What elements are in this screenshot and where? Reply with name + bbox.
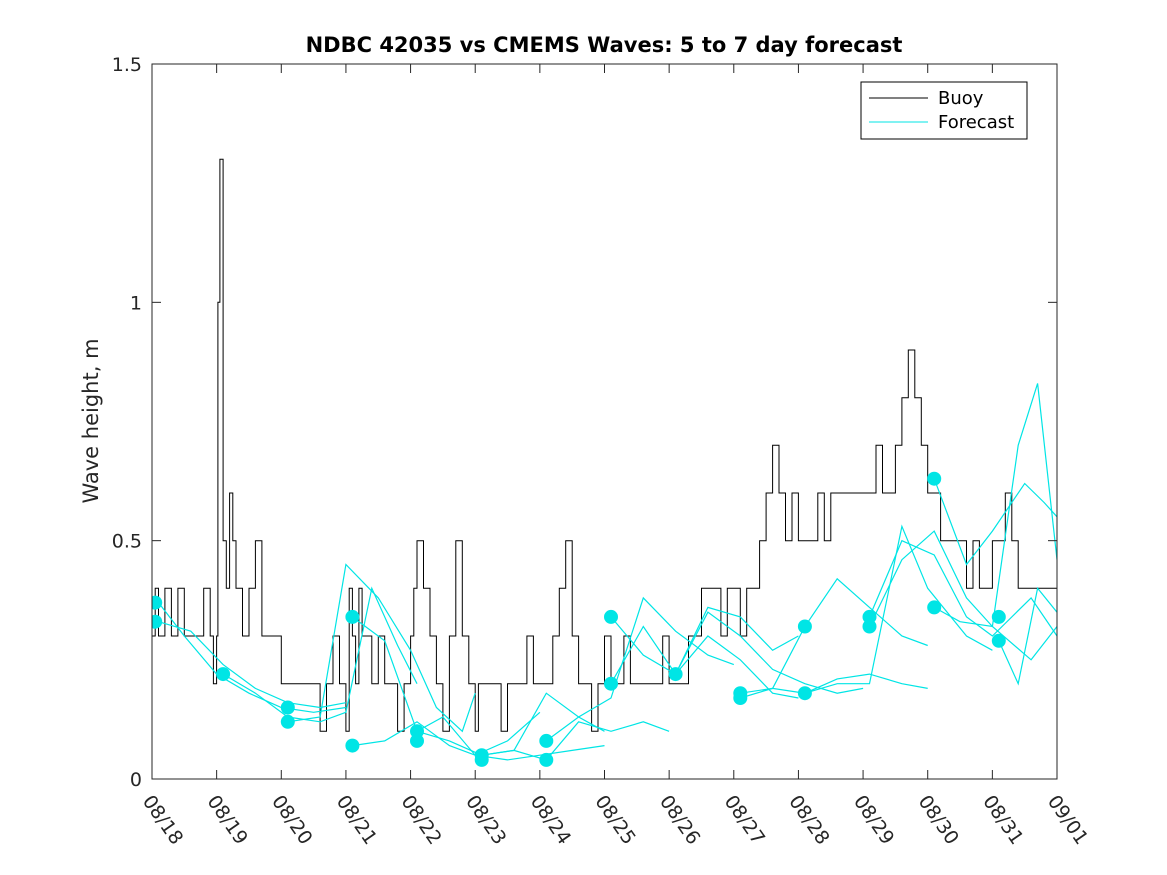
forecast-marker-16 [668,667,683,682]
y-tick-label-3: 1.5 [112,54,142,76]
forecast-marker-25 [991,609,1006,624]
forecast-series-line-2 [158,621,347,709]
forecast-marker-20 [797,686,812,701]
forecast-marker-21 [862,609,877,624]
forecast-series-line-1 [158,602,346,713]
forecast-marker-22 [862,619,877,634]
y-tick-label-0: 0 [130,769,142,791]
forecast-marker-1 [152,595,163,610]
forecast-series-line-17 [868,530,1057,661]
legend-label-forecast: Forecast [938,112,1014,133]
forecast-marker-23 [927,471,942,486]
forecast-marker-8 [410,724,424,739]
forecast-marker-12 [539,733,554,748]
forecast-series-line-11 [610,625,799,699]
forecast-marker-3 [216,667,231,682]
y-axis-label: Wave height, m [79,338,103,503]
forecast-marker-2 [152,614,163,629]
forecast-series-line-4 [287,563,476,733]
forecast-marker-11 [474,752,489,767]
forecast-marker-15 [604,676,618,691]
forecast-series-line-3 [222,586,418,723]
forecast-marker-6 [345,609,360,624]
forecast-series-line-8 [481,721,670,761]
forecast-marker-9 [410,733,424,748]
forecast-marker-5 [280,714,295,729]
plot-area: 00.511.508/18 08/19 08/20 08/21 08/22 08/23 08… [112,54,1093,849]
forecast-series-line-19 [933,383,1057,628]
forecast-marker-13 [539,752,554,767]
forecast-series-line-9 [545,596,735,742]
forecast-marker-19 [797,619,812,634]
forecast-marker-7 [345,738,360,753]
forecast-series-line-12 [675,611,864,694]
forecast-marker-14 [604,609,618,624]
forecast-series-line-5 [352,616,541,756]
forecast-marker-24 [927,600,942,615]
chart-title: NDBC 42035 vs CMEMS Waves: 5 to 7 day fo… [306,33,903,57]
forecast-series-line-14 [740,673,928,699]
legend-box [860,81,1028,140]
y-tick-label-1: 0.5 [112,531,142,553]
forecast-series-line-18 [933,478,1057,566]
buoy-series-line [152,158,1057,732]
forecast-series-line-15 [804,524,993,694]
data-layer [152,158,1057,767]
y-tick-label-2: 1 [130,292,142,314]
legend: Buoy Forecast [860,81,1028,140]
forecast-series-line-20 [998,586,1057,686]
forecast-marker-4 [280,700,295,715]
forecast-series-line-16 [868,539,1057,637]
legend-label-buoy: Buoy [938,88,984,109]
forecast-marker-26 [991,633,1006,648]
forecast-marker-18 [733,691,748,705]
forecast-series-line-10 [610,606,799,675]
